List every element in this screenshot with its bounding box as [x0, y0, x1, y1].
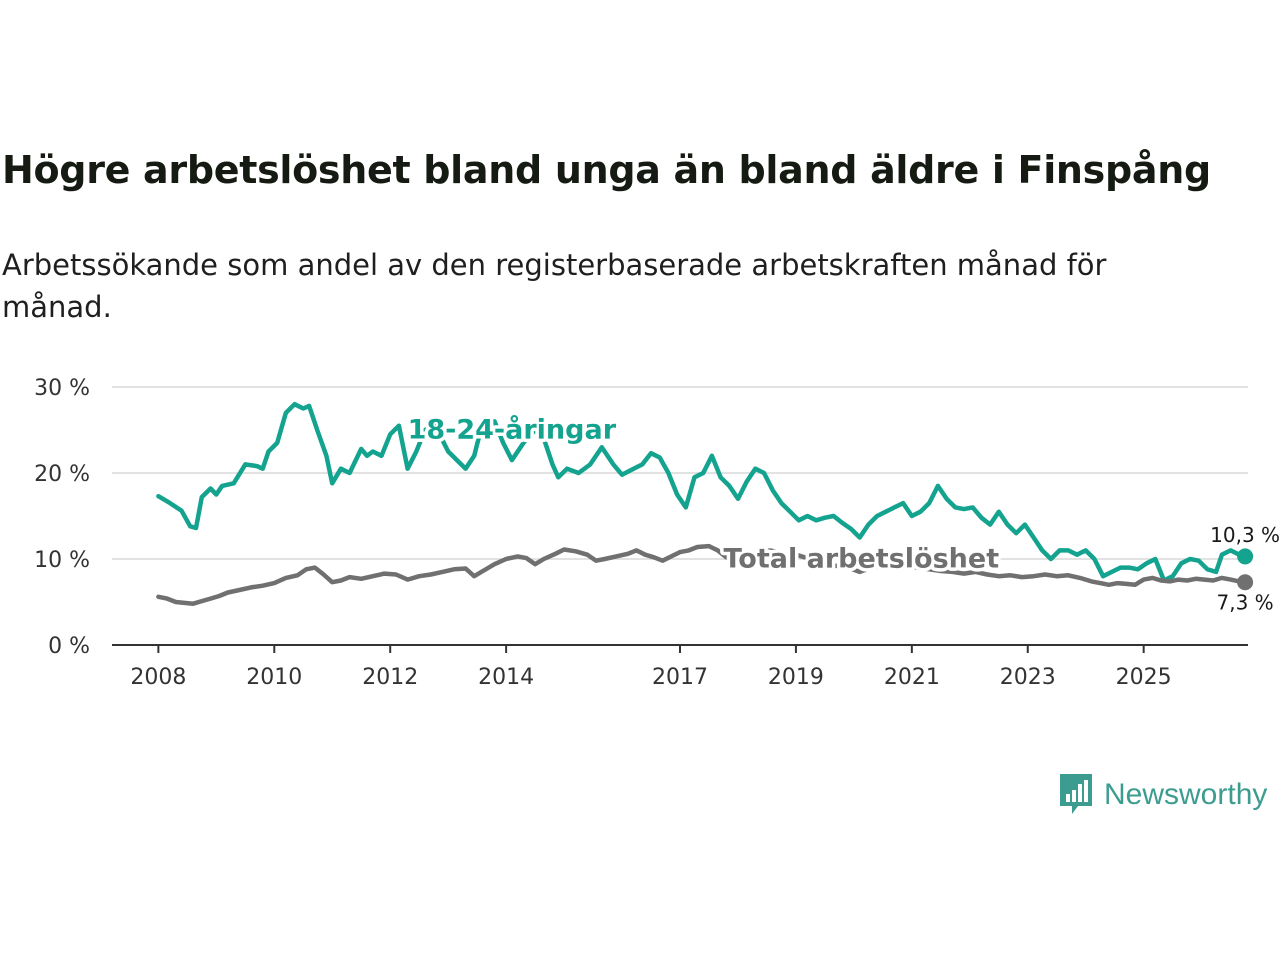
- series-label-total: Total arbetslöshet: [723, 544, 999, 575]
- x-tick-label: 2012: [362, 665, 418, 690]
- bar-chart-speech-bubble-icon: [1060, 774, 1092, 814]
- labels: 18-24-åringar Total arbetslöshet 10,3 % …: [404, 410, 1280, 615]
- x-tick-label: 2017: [652, 665, 708, 690]
- axes: 0 % 10 % 20 % 30 % 2008 2010 2012 2014 2017 2019 2…: [34, 376, 1248, 690]
- end-value-label-total: 7,3 %: [1217, 591, 1274, 615]
- end-value-label-youth: 10,3 %: [1210, 523, 1280, 547]
- x-tick-label: 2025: [1116, 665, 1172, 690]
- y-tick-label: 20 %: [34, 462, 90, 487]
- x-tick-label: 2010: [246, 665, 302, 690]
- x-tick-label: 2019: [768, 665, 824, 690]
- chart-title: Högre arbetslöshet bland unga än bland ä…: [2, 148, 1211, 192]
- series-lines: [156, 401, 1254, 606]
- series-line-total: [156, 543, 1248, 606]
- x-tick-label: 2021: [884, 665, 940, 690]
- series-label-youth: 18-24-åringar: [408, 414, 617, 446]
- end-point-youth: [1237, 548, 1254, 565]
- x-tick-label: 2014: [478, 665, 534, 690]
- y-tick-label: 10 %: [34, 548, 90, 573]
- end-point-total: [1237, 574, 1254, 591]
- y-tick-label: 0 %: [48, 634, 90, 659]
- x-tick-label: 2008: [130, 665, 186, 690]
- series-line-youth: [156, 401, 1248, 583]
- newsworthy-logo: Newsworthy: [1058, 772, 1267, 818]
- line-chart: 0 % 10 % 20 % 30 % 2008 2010 2012 2014 2017 2019 2…: [34, 376, 1280, 690]
- chart-subtitle: Arbetssökande som andel av den registerb…: [2, 248, 1107, 324]
- y-tick-label: 30 %: [34, 376, 90, 401]
- x-tick-label: 2023: [1000, 665, 1056, 690]
- gridlines: [112, 386, 1248, 560]
- logo-wordmark: Newsworthy: [1104, 778, 1268, 811]
